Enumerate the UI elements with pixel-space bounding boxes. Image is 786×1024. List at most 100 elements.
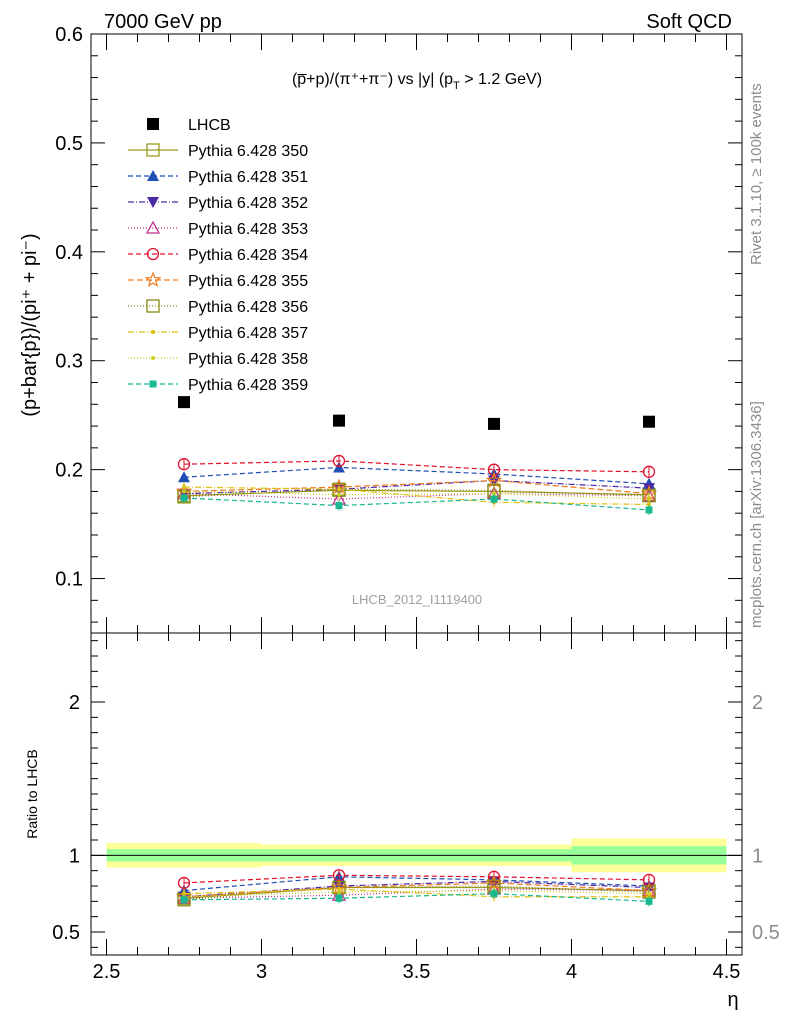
y-tick-label: 0.1 <box>55 569 83 591</box>
legend-label: Pythia 6.428 355 <box>188 273 308 290</box>
data-point <box>178 396 190 409</box>
ratio-series-4 <box>177 869 656 890</box>
ratio-frame <box>90 632 743 956</box>
legend-marker <box>147 170 159 181</box>
series-line <box>183 460 650 473</box>
series-line <box>183 497 650 511</box>
ratio-line <box>183 893 650 902</box>
x-axis: 2.5 3 3.5 4 4.5 <box>93 34 741 983</box>
legend-marker <box>147 118 159 130</box>
data-point <box>647 497 651 502</box>
legend-entry: Pythia 6.428 356 <box>128 299 308 316</box>
legend-entry: Pythia 6.428 357 <box>128 325 308 342</box>
y-tick-label: 0.3 <box>55 351 83 373</box>
x-tick-label: 4.5 <box>713 961 741 983</box>
main-panel: 0.1 0.2 0.3 0.4 0.5 0.6 (p̅+p)/(π⁺+π⁻) vs |y|… <box>19 24 743 634</box>
ratio-y-axis-label: Ratio to LHCB <box>24 749 40 838</box>
series-0 <box>178 396 655 430</box>
data-point <box>177 458 191 471</box>
ratio-line <box>183 874 650 884</box>
legend-entry: Pythia 6.428 350 <box>128 143 308 160</box>
legend-label: LHCB <box>188 117 231 134</box>
series-8 <box>182 482 651 510</box>
legend-label: Pythia 6.428 357 <box>188 325 308 342</box>
y-tick-label: 0.2 <box>55 460 83 482</box>
data-point <box>182 489 186 494</box>
data-point <box>490 495 498 503</box>
legend-entry: Pythia 6.428 353 <box>128 220 308 238</box>
y-tick-label: 0.4 <box>55 242 83 264</box>
x-tick-label: 2.5 <box>93 961 121 983</box>
ratio-panel: 0.5 0.5 1 1 2 2 2.5 3 3.5 4 4.5 Ratio to LHCB η <box>24 34 780 1011</box>
ratio-line <box>183 886 650 899</box>
legend-label: Pythia 6.428 350 <box>188 143 308 160</box>
legend-label: Pythia 6.428 356 <box>188 299 308 316</box>
ratio-point <box>180 896 188 904</box>
legend-entry: Pythia 6.428 355 <box>128 271 308 290</box>
ratio-y-tick-label-right: 0.5 <box>752 922 780 944</box>
series-line <box>183 492 650 500</box>
data-point <box>643 415 655 428</box>
legend-marker <box>145 220 161 234</box>
data-point <box>333 414 345 427</box>
series-line <box>183 466 650 485</box>
ratio-y-tick-label: 0.5 <box>52 922 80 944</box>
data-point <box>488 417 500 430</box>
ratio-line <box>183 882 650 898</box>
legend-marker <box>146 299 160 313</box>
legend-entry: Pythia 6.428 359 <box>128 377 308 394</box>
ratio-point <box>335 894 343 902</box>
series-10 <box>180 492 653 515</box>
data-point <box>645 506 653 514</box>
legend-entry: Pythia 6.428 351 <box>128 169 308 186</box>
series-5 <box>177 454 656 478</box>
legend-entry: Pythia 6.428 358 <box>128 351 308 368</box>
series-line <box>183 479 650 495</box>
legend-entry: LHCB <box>147 117 231 134</box>
y-tick-label: 0.5 <box>55 133 83 155</box>
data-point <box>485 471 503 488</box>
series-line <box>183 486 650 506</box>
analysis-watermark: LHCB_2012_I1119400 <box>352 592 482 607</box>
legend-entry: Pythia 6.428 352 <box>128 195 308 212</box>
ratio-y-tick-label-right: 1 <box>752 845 763 867</box>
ratio-plot-area <box>91 838 742 907</box>
category-label: Soft QCD <box>646 11 732 33</box>
legend-label: Pythia 6.428 358 <box>188 351 308 368</box>
ratio-y-axis: 0.5 0.5 1 1 2 2 <box>52 640 780 948</box>
main-title: (p̅+p)/(π⁺+π⁻) vs |y| (pT > 1.2 GeV) <box>292 71 542 92</box>
data-point <box>647 502 651 507</box>
data-point <box>337 487 341 492</box>
y-tick-label: 0.6 <box>55 24 83 46</box>
main-plot-area <box>175 396 658 515</box>
legend-label: Pythia 6.428 354 <box>188 247 308 264</box>
rivet-label: Rivet 3.1.10, ≥ 100k events <box>748 83 765 265</box>
data-point <box>492 491 496 496</box>
legend-marker <box>151 356 155 360</box>
series-line <box>183 479 650 495</box>
data-point <box>337 492 341 497</box>
legend-marker <box>144 271 162 288</box>
main-y-axis: 0.1 0.2 0.3 0.4 0.5 0.6 <box>55 24 742 623</box>
legend-marker <box>146 247 160 261</box>
legend-entry: Pythia 6.428 354 <box>128 247 308 264</box>
ratio-point <box>645 897 653 905</box>
legend-marker <box>151 330 155 334</box>
ratio-line <box>183 889 650 898</box>
x-tick-label: 4 <box>566 961 577 983</box>
ratio-line <box>183 888 649 898</box>
data-point <box>178 471 190 483</box>
series-line <box>183 488 650 498</box>
main-y-axis-label: (p+bar{p})/(pi⁺ + pi⁻) <box>19 233 41 416</box>
series-line <box>183 490 650 500</box>
ratio-line <box>183 888 650 899</box>
legend-marker <box>147 197 159 208</box>
ratio-line <box>183 876 650 892</box>
legend-label: Pythia 6.428 359 <box>188 377 308 394</box>
energy-label: 7000 GeV pp <box>104 11 222 33</box>
x-tick-label: 3 <box>256 961 267 983</box>
legend-marker <box>149 380 157 388</box>
data-point <box>332 454 346 468</box>
ratio-series-9 <box>180 888 653 907</box>
